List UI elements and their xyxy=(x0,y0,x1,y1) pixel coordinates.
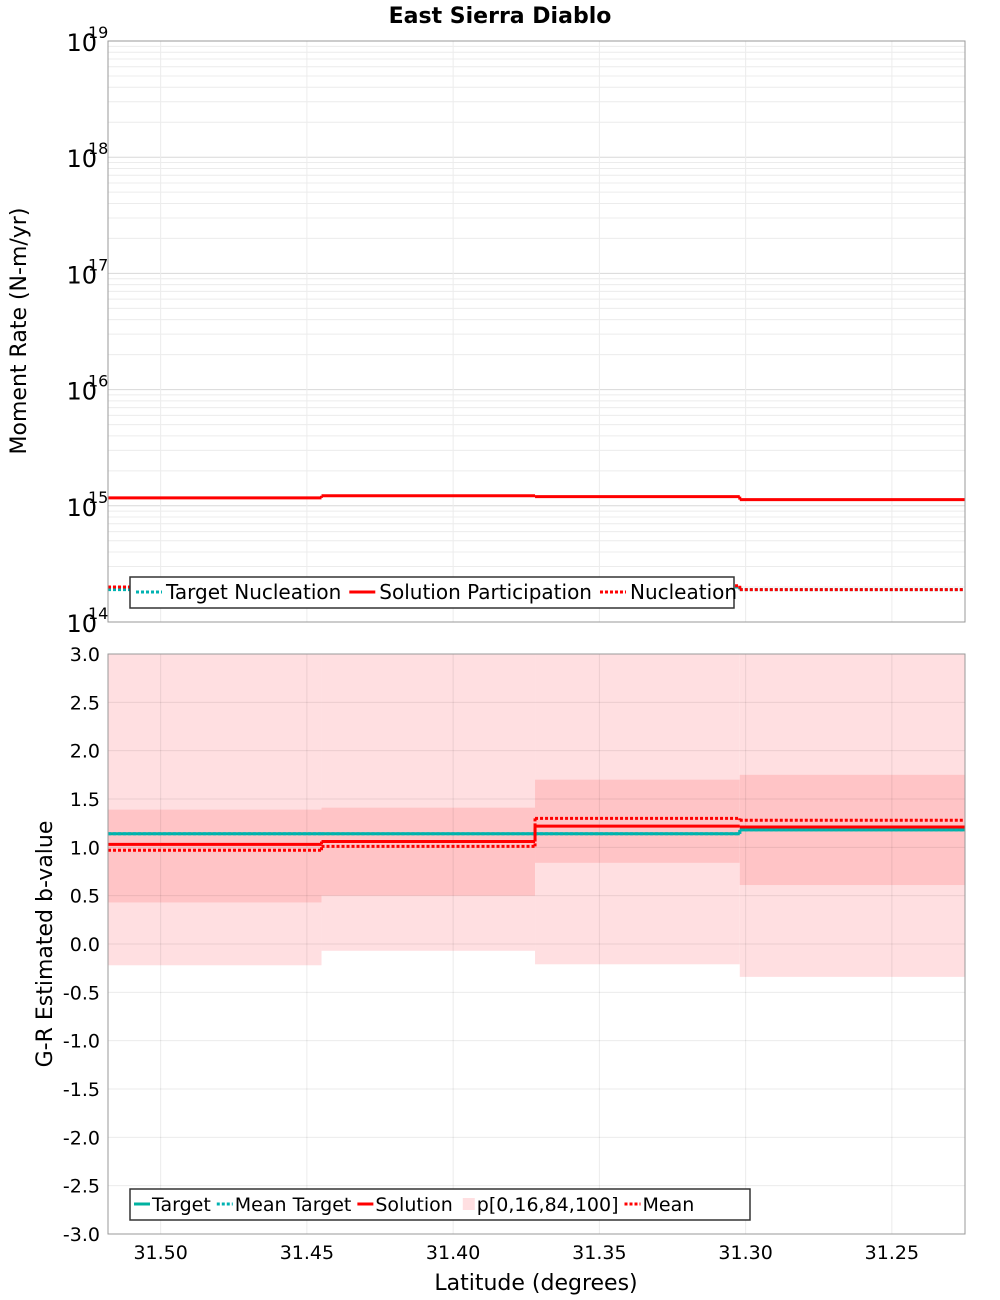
x-axis-label: Latitude (degrees) xyxy=(434,1271,637,1296)
x-tick-label: 31.30 xyxy=(718,1242,772,1264)
bottom-legend-label: Target xyxy=(151,1194,211,1216)
top-y-tick-exponent: 14 xyxy=(88,604,108,623)
bottom-y-tick-label: -2.5 xyxy=(63,1176,100,1198)
x-tick-label: 31.25 xyxy=(865,1242,919,1264)
bottom-plot-frame xyxy=(107,653,966,1235)
x-tick-label: 31.50 xyxy=(133,1242,187,1264)
bottom-y-tick-label: 2.0 xyxy=(70,741,100,763)
b-value-panel: 3.0 2.5 2.0 1.5 1.0 0.5 0.0 -0.5 -1.0 -1.5 -2.0 -2.… xyxy=(33,644,966,1296)
bottom-y-tick-label: 2.5 xyxy=(70,692,100,714)
top-legend-label: Nucleation xyxy=(630,580,737,604)
top-legend-box xyxy=(129,576,735,609)
top-y-tick-base: 10 xyxy=(66,261,97,289)
bottom-y-tick-label: 0.5 xyxy=(70,886,100,908)
band-p16-p84 xyxy=(321,807,536,896)
band-p0-p100 xyxy=(321,654,536,951)
top-plot-background xyxy=(108,41,965,622)
bottom-y-tick-label: 3.0 xyxy=(70,644,100,666)
top-legend-label: Solution Participation xyxy=(379,580,592,604)
bottom-legend-band-swatch xyxy=(462,1198,475,1210)
x-tick-label: 31.45 xyxy=(280,1242,334,1264)
top-y-tick-base: 10 xyxy=(66,378,97,406)
bottom-y-tick-label: 1.0 xyxy=(70,837,100,859)
chart-title: East Sierra Diablo xyxy=(389,4,612,29)
band-p16-p84 xyxy=(108,809,322,903)
band-p16-p84 xyxy=(535,779,740,863)
band-p0-p100 xyxy=(108,654,322,966)
top-y-tick-base: 10 xyxy=(66,494,97,522)
bottom-y-tick-label: -1.0 xyxy=(63,1031,100,1053)
top-y-tick-exponent: 19 xyxy=(88,23,108,42)
bottom-legend-box xyxy=(129,1188,751,1221)
bottom-y-tick-label: 0.0 xyxy=(70,934,100,956)
top-y-tick-base: 10 xyxy=(66,29,97,57)
top-y-tick-exponent: 17 xyxy=(88,255,108,274)
bottom-y-tick-label: -0.5 xyxy=(63,982,100,1004)
top-y-tick-base: 10 xyxy=(66,145,97,173)
top-plot-frame xyxy=(107,40,966,623)
bottom-y-tick-label: 1.5 xyxy=(70,789,100,811)
bottom-legend-label: p[0,16,84,100] xyxy=(477,1194,619,1216)
bottom-legend-label: Solution xyxy=(375,1194,452,1216)
x-tick-label: 31.35 xyxy=(572,1242,626,1264)
top-y-tick-exponent: 18 xyxy=(88,139,108,158)
top-legend-label: Target Nucleation xyxy=(165,580,341,604)
bottom-y-axis-label: G-R Estimated b-value xyxy=(33,821,58,1068)
top-y-axis-label: Moment Rate (N-m/yr) xyxy=(7,208,32,455)
x-tick-label: 31.40 xyxy=(426,1242,480,1264)
top-y-tick-exponent: 16 xyxy=(88,372,108,391)
bottom-y-tick-label: -2.0 xyxy=(63,1127,100,1149)
bottom-y-tick-label: -1.5 xyxy=(63,1079,100,1101)
bottom-legend-label: Mean xyxy=(643,1194,695,1216)
top-y-tick-base: 10 xyxy=(66,610,97,638)
bottom-y-tick-label: -3.0 xyxy=(63,1224,100,1246)
bottom-legend-label: Mean Target xyxy=(235,1194,352,1216)
top-y-tick-exponent: 15 xyxy=(88,488,108,507)
